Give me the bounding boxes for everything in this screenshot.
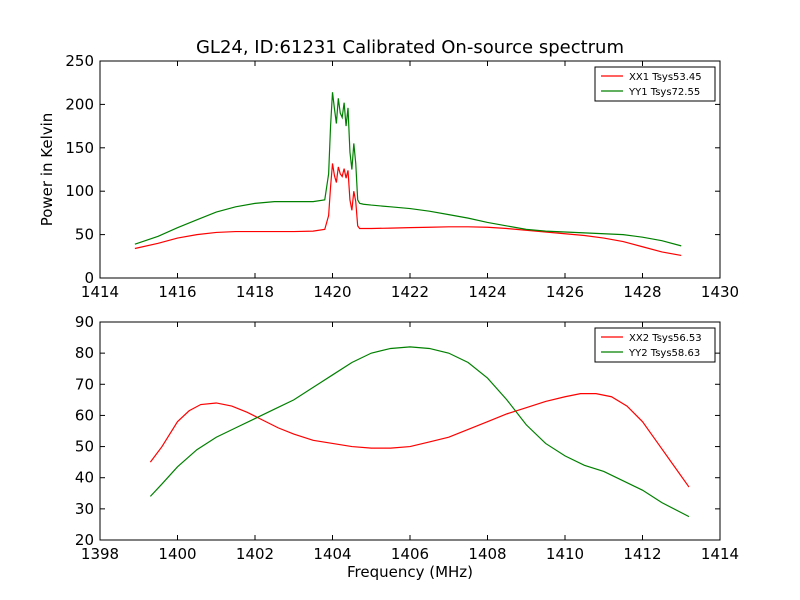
lower-spectrum-plot: 1398 1400 1402 1404 1406 1408 1410 1412 1414 20 30… (75, 313, 739, 581)
x-tick-label: 1414 (701, 545, 739, 563)
legend-box (594, 66, 716, 102)
legend-entry: XX1 Tsys53.45 (629, 72, 702, 83)
legend-entry: YY2 Tsys58.63 (628, 348, 700, 359)
x-tick-label: 1404 (313, 545, 351, 563)
y-tick-label: 50 (75, 438, 94, 456)
y-tick-label: 20 (75, 531, 94, 549)
series-line-2-2 (149, 346, 690, 518)
series-line-1-1 (134, 163, 682, 257)
x-tick-label: 1406 (391, 545, 429, 563)
y-tick-label: 80 (75, 344, 94, 362)
y-tick-label: 70 (75, 375, 94, 393)
y-axis-label: Power in Kelvin (38, 113, 56, 227)
legend-entry: XX2 Tsys56.53 (629, 333, 702, 344)
figure-title: GL24, ID:61231 Calibrated On-source spec… (196, 37, 624, 58)
x-tick-label: 1400 (158, 545, 196, 563)
x-tick-label: 1416 (158, 283, 196, 301)
legend-box (594, 327, 716, 363)
upper-spectrum-plot: 1414 1416 1418 1420 1422 1424 1426 1428 1430 0 50 1… (38, 52, 739, 301)
x-tick-label: 1422 (391, 283, 429, 301)
x-tick-label: 1430 (701, 283, 739, 301)
legend-entry: YY1 Tsys72.55 (628, 87, 700, 98)
y-tick-label: 250 (65, 52, 94, 70)
y-tick-label: 200 (65, 95, 94, 113)
series-line-2-1 (149, 393, 690, 488)
x-axis-label: Frequency (MHz) (347, 563, 473, 581)
y-tick-label: 100 (65, 182, 94, 200)
series-line-1-2 (134, 92, 682, 247)
x-tick-label: 1426 (546, 283, 584, 301)
y-tick-label: 150 (65, 139, 94, 157)
x-tick-label: 1410 (546, 545, 584, 563)
x-tick-label: 1428 (623, 283, 661, 301)
x-tick-label: 1402 (236, 545, 274, 563)
x-tick-label: 1424 (468, 283, 506, 301)
x-tick-label: 1418 (236, 283, 274, 301)
legend: XX1 Tsys53.45 YY1 Tsys72.55 (594, 66, 716, 102)
legend: XX2 Tsys56.53 YY2 Tsys58.63 (594, 327, 716, 363)
y-tick-label: 50 (75, 226, 94, 244)
x-tick-label: 1414 (81, 283, 119, 301)
x-tick-label: 1408 (468, 545, 506, 563)
x-tick-label: 1412 (623, 545, 661, 563)
y-tick-label: 40 (75, 469, 94, 487)
y-tick-label: 0 (84, 269, 94, 287)
y-tick-label: 90 (75, 313, 94, 331)
x-tick-label: 1398 (81, 545, 119, 563)
y-tick-label: 60 (75, 406, 94, 424)
x-tick-label: 1420 (313, 283, 351, 301)
y-tick-label: 30 (75, 500, 94, 518)
